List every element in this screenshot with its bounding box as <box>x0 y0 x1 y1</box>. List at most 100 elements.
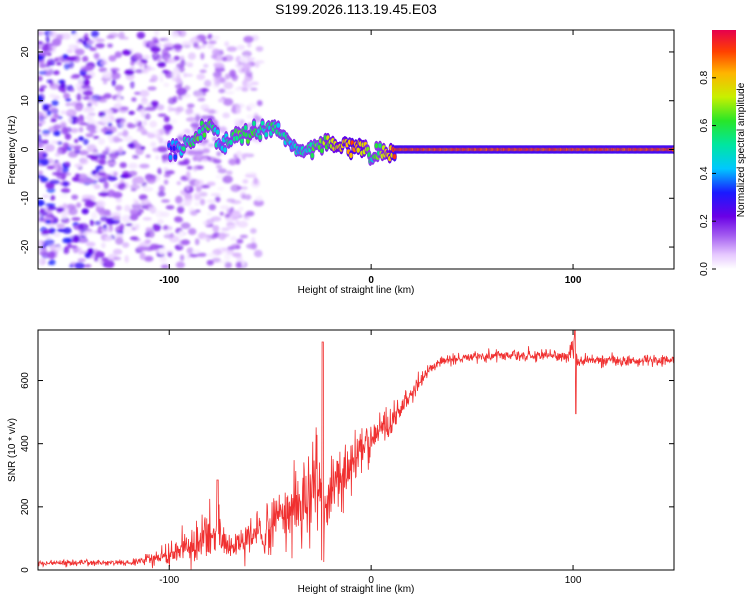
noise-blob <box>170 30 180 39</box>
noise-blob <box>204 79 212 87</box>
noise-blob <box>169 107 177 111</box>
noise-blob <box>99 155 107 161</box>
noise-blob <box>142 68 149 74</box>
noise-blob <box>163 173 171 178</box>
noise-blob <box>159 256 167 264</box>
noise-blob <box>90 154 98 161</box>
noise-blob <box>196 252 207 257</box>
noise-blob <box>250 228 257 234</box>
noise-blob <box>149 78 156 83</box>
noise-blob <box>216 164 222 168</box>
noise-blob <box>52 162 62 168</box>
noise-blob <box>178 230 185 239</box>
noise-blob <box>94 220 102 226</box>
noise-blob <box>132 154 139 159</box>
noise-blob <box>163 225 169 231</box>
noise-blob <box>63 92 70 100</box>
noise-blob <box>56 34 63 43</box>
noise-blob <box>107 175 117 182</box>
noise-blob <box>70 75 80 79</box>
noise-blob <box>98 138 105 145</box>
snr-y-label: SNR (10 * v/v) <box>7 418 18 482</box>
noise-blob <box>78 38 83 42</box>
ridge-core <box>246 138 250 144</box>
noise-blob <box>84 65 94 71</box>
noise-blob <box>135 224 140 231</box>
noise-blob <box>206 218 215 225</box>
noise-blob <box>192 42 199 48</box>
noise-blob <box>69 88 75 93</box>
noise-blob <box>239 56 248 63</box>
noise-blob <box>155 132 161 140</box>
x-tick-label: 0 <box>368 575 374 586</box>
noise-blob <box>111 212 121 217</box>
noise-blob <box>186 252 191 260</box>
noise-blob <box>243 82 253 89</box>
noise-blob <box>101 242 106 249</box>
noise-blob <box>255 60 265 64</box>
noise-blob <box>106 161 117 166</box>
noise-blob <box>47 261 53 265</box>
noise-blob <box>246 114 254 119</box>
noise-blob <box>221 227 230 232</box>
noise-blob <box>253 177 258 185</box>
noise-blob <box>76 93 82 102</box>
noise-blob <box>178 30 187 37</box>
noise-blob <box>38 240 43 249</box>
noise-blob <box>184 200 192 207</box>
noise-blob <box>56 172 67 180</box>
noise-blob <box>219 211 224 216</box>
noise-blob <box>215 174 225 179</box>
noise-blob <box>195 185 202 193</box>
noise-blob <box>245 57 256 61</box>
noise-blob <box>62 227 72 234</box>
noise-blob <box>99 60 108 66</box>
noise-blob <box>76 202 82 208</box>
noise-blob <box>122 49 132 56</box>
noise-blob <box>167 105 172 113</box>
noise-blob <box>227 246 235 251</box>
noise-blob <box>85 133 94 138</box>
noise-blob <box>132 52 143 60</box>
noise-blob <box>38 142 45 148</box>
noise-blob <box>57 141 63 146</box>
noise-blob <box>161 69 170 74</box>
noise-blob <box>130 184 141 190</box>
noise-blob <box>41 44 49 52</box>
noise-blob <box>230 236 238 242</box>
noise-blob <box>40 85 47 89</box>
noise-blob <box>131 97 137 102</box>
noise-blob <box>170 118 178 124</box>
noise-blob <box>129 214 139 221</box>
noise-blob <box>64 161 71 167</box>
noise-blob <box>82 96 91 100</box>
noise-blob <box>103 93 112 99</box>
noise-blob <box>243 35 254 43</box>
noise-blob <box>158 185 165 193</box>
noise-blob <box>165 205 175 210</box>
noise-blob <box>130 81 135 89</box>
noise-blob <box>63 246 70 254</box>
noise-blob <box>79 157 89 165</box>
noise-blob <box>176 181 181 186</box>
noise-blob <box>114 232 123 237</box>
noise-blob <box>100 216 109 222</box>
ridge-core <box>229 139 233 145</box>
noise-blob <box>69 128 79 133</box>
y-tick-label: 10 <box>20 95 31 107</box>
noise-blob <box>226 46 237 52</box>
noise-blob <box>38 199 45 207</box>
noise-blob <box>175 195 183 204</box>
noise-blob <box>100 127 108 133</box>
noise-blob <box>240 186 248 190</box>
noise-blob <box>129 67 136 71</box>
noise-blob <box>136 31 146 39</box>
noise-blob <box>129 236 139 241</box>
noise-blob <box>226 224 238 229</box>
noise-blob <box>157 113 167 117</box>
noise-blob <box>47 251 56 260</box>
noise-blob <box>202 148 210 154</box>
noise-blob <box>142 120 148 126</box>
noise-blob <box>144 113 151 120</box>
